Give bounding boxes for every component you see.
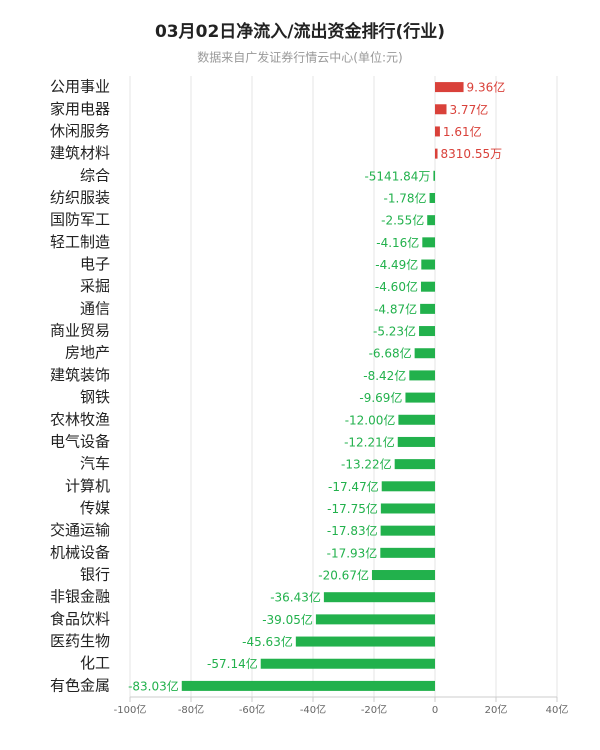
- bar: [260, 658, 435, 669]
- bar: [295, 636, 435, 647]
- y-tick-label: 化工: [80, 654, 110, 672]
- bar: [435, 82, 464, 93]
- bar: [371, 570, 435, 581]
- y-tick-label: 汽车: [80, 455, 110, 473]
- y-tick-label: 传媒: [80, 499, 110, 517]
- value-label: -39.05亿: [262, 612, 313, 627]
- value-label: -9.69亿: [359, 390, 402, 405]
- bar: [421, 259, 435, 270]
- value-label: -17.47亿: [328, 479, 379, 494]
- x-tick-label: -20亿: [361, 703, 387, 716]
- bar: [433, 170, 435, 181]
- y-tick-label: 公用事业: [50, 78, 110, 96]
- bar: [380, 547, 435, 558]
- x-tick-label: 0: [432, 705, 438, 716]
- value-label: -2.55亿: [381, 213, 424, 228]
- y-tick-label: 银行: [80, 566, 110, 584]
- bar: [420, 281, 435, 292]
- bar: [420, 303, 435, 314]
- bar: [380, 525, 435, 536]
- x-tick-label: -60亿: [239, 703, 265, 716]
- value-label: 1.61亿: [443, 124, 482, 139]
- value-label: -4.60亿: [375, 279, 418, 294]
- bar: [405, 392, 435, 403]
- value-label: 8310.55万: [441, 147, 503, 161]
- bar: [429, 192, 435, 203]
- bar: [419, 326, 435, 337]
- y-tick-label: 机械设备: [50, 543, 110, 561]
- bar: [427, 215, 435, 226]
- y-tick-label: 轻工制造: [50, 233, 110, 251]
- x-tick-label: 20亿: [485, 703, 508, 716]
- y-tick-label: 家用电器: [50, 100, 110, 118]
- value-label: 3.77亿: [449, 102, 488, 117]
- value-label: -57.14亿: [207, 656, 258, 671]
- value-label: -6.68亿: [369, 346, 412, 361]
- bar: [435, 126, 440, 137]
- y-tick-label: 农林牧渔: [50, 410, 110, 428]
- value-label: -4.87亿: [374, 301, 417, 316]
- bar: [398, 414, 435, 425]
- bar: [414, 348, 435, 359]
- value-label: -20.67亿: [318, 568, 369, 583]
- y-tick-label: 建筑装饰: [50, 366, 110, 384]
- value-label: -1.78亿: [384, 190, 427, 205]
- value-label: -17.93亿: [327, 545, 378, 560]
- bar: [380, 503, 435, 514]
- y-tick-label: 房地产: [65, 344, 110, 362]
- value-label: -45.63亿: [242, 634, 293, 649]
- bar: [435, 104, 447, 115]
- value-label: -8.42亿: [363, 368, 406, 383]
- value-label: -17.75亿: [327, 501, 378, 516]
- bar: [394, 459, 435, 470]
- x-tick-label: -80亿: [178, 703, 204, 716]
- bar: [181, 680, 435, 691]
- y-tick-label: 商业贸易: [50, 322, 110, 340]
- bar: [435, 148, 438, 159]
- value-label: -12.00亿: [345, 412, 396, 427]
- y-tick-label: 有色金属: [50, 676, 110, 694]
- value-label: -5.23亿: [373, 324, 416, 339]
- x-tick-label: -40亿: [300, 703, 326, 716]
- x-tick-label: 40亿: [546, 703, 569, 716]
- y-tick-label: 食品饮料: [50, 610, 110, 628]
- value-label: 9.36亿: [467, 80, 506, 95]
- y-tick-label: 非银金融: [50, 588, 110, 606]
- y-tick-label: 综合: [80, 166, 110, 184]
- chart-title: 03月02日净流入/流出资金排行(行业): [155, 21, 445, 42]
- y-tick-label: 钢铁: [80, 388, 110, 406]
- y-tick-label: 纺织服装: [50, 188, 110, 206]
- value-label: -5141.84万: [364, 169, 430, 183]
- bar: [381, 481, 435, 492]
- value-label: -4.49亿: [375, 257, 418, 272]
- value-label: -83.03亿: [128, 678, 179, 693]
- value-label: -13.22亿: [341, 457, 392, 472]
- y-tick-label: 交通运输: [50, 521, 110, 539]
- value-label: -36.43亿: [270, 590, 321, 605]
- bar: [409, 370, 435, 381]
- value-label: -4.16亿: [376, 235, 419, 250]
- y-tick-label: 计算机: [65, 477, 110, 495]
- y-tick-label: 国防军工: [50, 211, 110, 229]
- y-tick-label: 休闲服务: [50, 122, 110, 140]
- bar: [315, 614, 435, 625]
- value-label: -12.21亿: [344, 434, 395, 449]
- y-tick-label: 电子: [80, 255, 110, 273]
- value-label: -17.83亿: [327, 523, 378, 538]
- y-tick-label: 医药生物: [50, 632, 110, 650]
- bar: [422, 237, 435, 248]
- y-tick-label: 采掘: [80, 277, 110, 295]
- y-tick-label: 建筑材料: [50, 144, 110, 162]
- bar: [397, 436, 435, 447]
- chart-subtitle: 数据来自广发证券行情云中心(单位:元): [197, 50, 402, 65]
- bar: [323, 592, 435, 603]
- x-tick-label: -100亿: [114, 703, 147, 716]
- y-tick-label: 电气设备: [50, 432, 110, 450]
- y-tick-label: 通信: [80, 299, 110, 317]
